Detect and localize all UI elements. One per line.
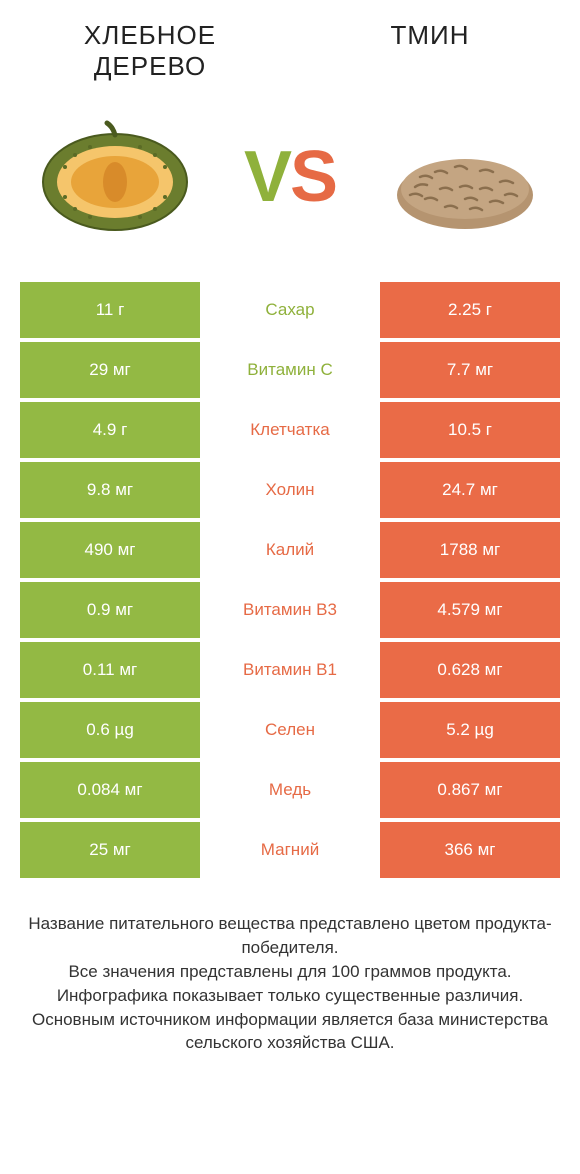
jackfruit-icon (30, 107, 200, 247)
left-value: 0.6 µg (20, 702, 200, 758)
left-value: 11 г (20, 282, 200, 338)
nutrient-label: Витамин B3 (200, 582, 380, 638)
header: ХЛЕБНОЕДЕРЕВО ТМИН (0, 0, 580, 82)
nutrient-label: Сахар (200, 282, 380, 338)
left-value: 0.084 мг (20, 762, 200, 818)
right-value: 10.5 г (380, 402, 560, 458)
right-value: 4.579 мг (380, 582, 560, 638)
left-value: 25 мг (20, 822, 200, 878)
right-product-title: ТМИН (320, 20, 540, 51)
nutrient-label: Магний (200, 822, 380, 878)
left-value: 0.11 мг (20, 642, 200, 698)
nutrient-label: Калий (200, 522, 380, 578)
cumin-icon (380, 107, 550, 247)
table-row: 490 мгКалий1788 мг (20, 522, 560, 578)
vs-v: V (244, 137, 290, 217)
right-value: 24.7 мг (380, 462, 560, 518)
table-row: 29 мгВитамин С7.7 мг (20, 342, 560, 398)
right-value: 0.867 мг (380, 762, 560, 818)
left-value: 29 мг (20, 342, 200, 398)
vs-label: VS (244, 136, 336, 218)
nutrient-label: Витамин B1 (200, 642, 380, 698)
nutrient-label: Витамин С (200, 342, 380, 398)
table-row: 0.084 мгМедь0.867 мг (20, 762, 560, 818)
left-value: 9.8 мг (20, 462, 200, 518)
right-value: 5.2 µg (380, 702, 560, 758)
nutrient-label: Клетчатка (200, 402, 380, 458)
left-value: 4.9 г (20, 402, 200, 458)
right-value: 0.628 мг (380, 642, 560, 698)
right-value: 1788 мг (380, 522, 560, 578)
nutrient-label: Селен (200, 702, 380, 758)
vs-row: VS (0, 82, 580, 282)
footer-line: Инфографика показывает только существенн… (20, 984, 560, 1008)
table-row: 0.11 мгВитамин B10.628 мг (20, 642, 560, 698)
table-row: 0.6 µgСелен5.2 µg (20, 702, 560, 758)
footer-notes: Название питательного вещества представл… (0, 882, 580, 1055)
right-value: 2.25 г (380, 282, 560, 338)
right-value: 366 мг (380, 822, 560, 878)
left-value: 490 мг (20, 522, 200, 578)
table-row: 4.9 гКлетчатка10.5 г (20, 402, 560, 458)
left-value: 0.9 мг (20, 582, 200, 638)
right-value: 7.7 мг (380, 342, 560, 398)
table-row: 9.8 мгХолин24.7 мг (20, 462, 560, 518)
table-row: 0.9 мгВитамин B34.579 мг (20, 582, 560, 638)
footer-line: Основным источником информации является … (20, 1008, 560, 1056)
vs-s: S (290, 137, 336, 217)
footer-line: Все значения представлены для 100 граммо… (20, 960, 560, 984)
table-row: 25 мгМагний366 мг (20, 822, 560, 878)
table-row: 11 гСахар2.25 г (20, 282, 560, 338)
nutrient-label: Медь (200, 762, 380, 818)
left-product-title: ХЛЕБНОЕДЕРЕВО (40, 20, 260, 82)
comparison-table: 11 гСахар2.25 г29 мгВитамин С7.7 мг4.9 г… (0, 282, 580, 878)
footer-line: Название питательного вещества представл… (20, 912, 560, 960)
nutrient-label: Холин (200, 462, 380, 518)
